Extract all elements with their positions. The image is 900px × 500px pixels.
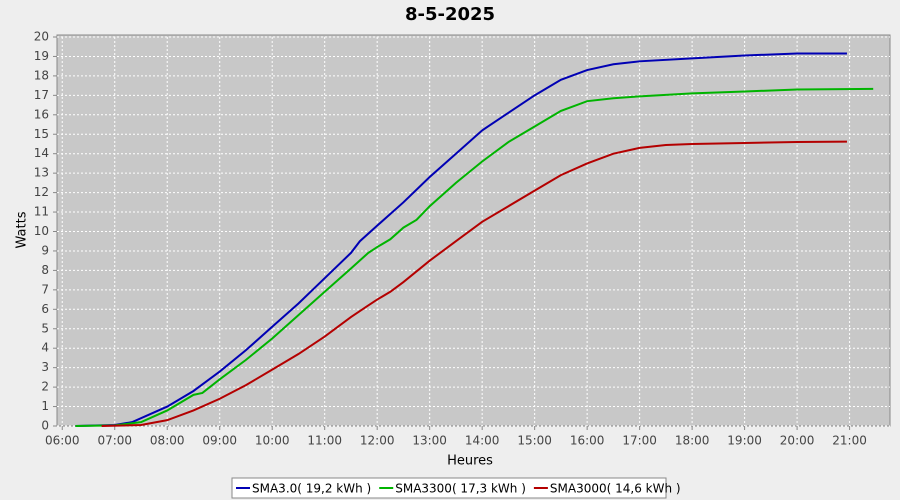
y-tick-label: 0 [41, 419, 49, 433]
y-tick-label: 14 [34, 146, 49, 160]
y-axis-label: Watts [15, 211, 30, 248]
legend [231, 477, 667, 499]
x-tick-label: 15:00 [517, 434, 552, 448]
y-tick-label: 3 [41, 360, 49, 374]
y-tick-label: 7 [41, 282, 49, 296]
x-tick-label: 07:00 [97, 434, 132, 448]
x-tick-label: 17:00 [622, 434, 657, 448]
series-line [75, 52, 847, 427]
y-tick-label: 15 [34, 127, 49, 141]
y-tick-label: 11 [34, 205, 49, 219]
y-tick-label: 18 [34, 68, 49, 82]
y-tick-label: 1 [41, 399, 49, 413]
x-axis-label: Heures [447, 454, 493, 469]
x-tick-label: 19:00 [727, 434, 762, 448]
y-tick-label: 5 [41, 321, 49, 335]
y-tick-label: 9 [41, 243, 49, 257]
x-tick-label: 20:00 [780, 434, 815, 448]
y-tick-label: 20 [34, 30, 49, 44]
legend-label: SMA3000( 14,6 kWh ) [550, 482, 681, 496]
x-tick-label: 21:00 [832, 434, 867, 448]
series-line [101, 140, 847, 427]
y-tick-label: 8 [41, 263, 49, 277]
y-tick-label: 17 [34, 88, 49, 102]
y-tick-label: 19 [34, 49, 49, 63]
y-tick-label: 10 [34, 224, 49, 238]
x-tick-label: 06:00 [45, 434, 80, 448]
y-tick-label: 4 [41, 341, 49, 355]
x-tick-label: 10:00 [255, 434, 290, 448]
x-tick-label: 11:00 [307, 434, 342, 448]
x-tick-label: 08:00 [150, 434, 185, 448]
chart-title: 8-5-2025 [405, 4, 495, 25]
y-tick-label: 12 [34, 185, 49, 199]
legend-label: SMA3300( 17,3 kWh ) [395, 482, 526, 496]
x-tick-label: 12:00 [360, 434, 395, 448]
series-line [75, 87, 874, 427]
legend-label: SMA3.0( 19,2 kWh ) [252, 482, 371, 496]
plot-area [56, 34, 891, 427]
y-tick-label: 13 [34, 166, 49, 180]
y-tick-label: 2 [41, 380, 49, 394]
x-tick-label: 18:00 [675, 434, 710, 448]
y-tick-label: 16 [34, 107, 49, 121]
x-tick-label: 13:00 [412, 434, 447, 448]
x-tick-label: 14:00 [465, 434, 500, 448]
y-tick-label: 6 [41, 302, 49, 316]
x-tick-label: 09:00 [202, 434, 237, 448]
x-tick-label: 16:00 [570, 434, 605, 448]
